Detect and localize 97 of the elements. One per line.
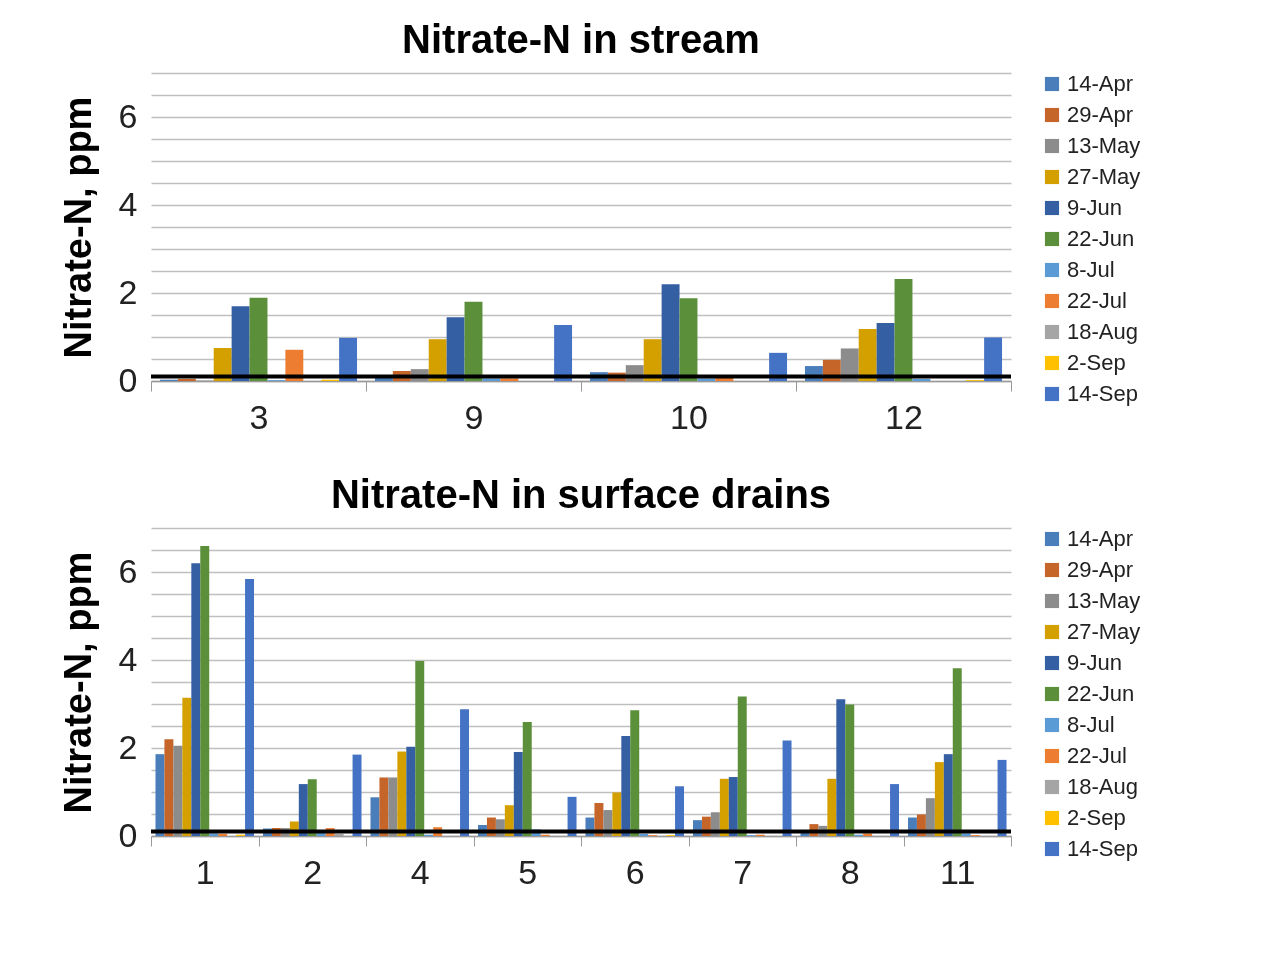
bar <box>621 736 631 836</box>
bar <box>984 337 1003 381</box>
bar <box>177 378 196 381</box>
bar <box>249 297 268 381</box>
bar <box>464 301 483 381</box>
bar <box>173 745 183 836</box>
bar <box>737 696 747 836</box>
x-tick-label: 6 <box>625 852 645 891</box>
y-tick-label: 4 <box>118 184 138 223</box>
x-tick-label: 1 <box>195 852 215 891</box>
bar <box>719 778 729 836</box>
legend-label: 22-Jul <box>1067 743 1127 768</box>
legend-label: 18-Aug <box>1067 319 1138 344</box>
x-tick-label: 12 <box>885 397 923 436</box>
x-tick-label: 2 <box>303 852 323 891</box>
legend-label: 8-Jul <box>1067 712 1115 737</box>
bar <box>218 833 228 836</box>
x-tick-label: 10 <box>670 397 708 436</box>
legend-label: 9-Jun <box>1067 195 1123 220</box>
bar <box>679 298 698 381</box>
x-tick-label: 8 <box>840 852 860 891</box>
bar <box>406 746 416 836</box>
legend-label: 14-Apr <box>1067 71 1134 96</box>
chart-title: Nitrate-N in surface drains <box>330 471 832 516</box>
legend-label: 27-May <box>1067 164 1141 189</box>
bar <box>415 660 425 836</box>
y-tick-label: 2 <box>118 272 138 311</box>
bar <box>997 759 1007 836</box>
bar <box>858 329 877 381</box>
chart-title: Nitrate-N in stream <box>402 16 760 61</box>
bar <box>513 751 523 836</box>
bar <box>836 699 846 836</box>
bar <box>934 762 944 836</box>
bar <box>554 325 573 381</box>
bar <box>388 777 398 836</box>
bar <box>307 779 317 836</box>
legend-label: 9-Jun <box>1067 650 1123 675</box>
y-tick-label: 0 <box>118 815 138 854</box>
bar <box>182 697 192 836</box>
legend-label: 29-Apr <box>1067 102 1134 127</box>
legend-label: 14-Sep <box>1067 381 1138 406</box>
y-tick-label: 6 <box>118 551 138 590</box>
bar <box>200 546 210 836</box>
x-tick-label: 4 <box>410 852 430 891</box>
y-tick-label: 2 <box>118 727 138 766</box>
bar <box>245 579 255 836</box>
bar <box>943 754 953 836</box>
bar <box>912 378 931 381</box>
bar <box>298 784 308 836</box>
legend-label: 22-Jul <box>1067 288 1127 313</box>
bar <box>639 833 649 836</box>
bar <box>952 668 962 836</box>
x-tick-label: 3 <box>249 397 269 436</box>
bar <box>231 306 250 381</box>
y-tick-label: 6 <box>118 96 138 135</box>
legend-label: 8-Jul <box>1067 257 1115 282</box>
x-tick-label: 5 <box>518 852 538 891</box>
x-tick-label: 9 <box>464 397 484 436</box>
y-tick-label: 0 <box>118 360 138 399</box>
legend-label: 13-May <box>1067 133 1141 158</box>
y-axis-title: Nitrate-N, ppm <box>56 551 99 814</box>
bar <box>446 317 465 381</box>
bar <box>894 278 913 381</box>
bar <box>728 777 738 836</box>
bar <box>460 709 470 836</box>
bar <box>630 710 640 836</box>
bar <box>522 722 532 836</box>
bar <box>379 777 389 836</box>
x-tick-label: 11 <box>940 852 976 891</box>
bar <box>612 792 622 836</box>
legend-label: 13-May <box>1067 588 1141 613</box>
legend-label: 2-Sep <box>1067 350 1126 375</box>
bar <box>661 284 680 381</box>
bar <box>164 739 174 836</box>
legend-label: 14-Apr <box>1067 526 1134 551</box>
legend-label: 22-Jun <box>1067 226 1135 251</box>
y-tick-label: 4 <box>118 639 138 678</box>
bar <box>876 322 895 381</box>
bar <box>643 339 662 381</box>
bar <box>675 786 685 836</box>
bar <box>890 784 900 836</box>
legend-label: 14-Sep <box>1067 836 1138 861</box>
bar <box>845 704 855 836</box>
legend-label: 29-Apr <box>1067 557 1134 582</box>
bar <box>155 754 165 836</box>
bar <box>827 778 837 836</box>
legend-label: 22-Jun <box>1067 681 1135 706</box>
bar <box>782 740 792 836</box>
bar <box>397 751 407 836</box>
y-axis-title: Nitrate-N, ppm <box>56 96 99 359</box>
legend-label: 2-Sep <box>1067 805 1126 830</box>
legend-label: 27-May <box>1067 619 1141 644</box>
x-tick-label: 7 <box>733 852 753 891</box>
legend-label: 18-Aug <box>1067 774 1138 799</box>
bar <box>352 754 362 836</box>
bar <box>191 563 201 836</box>
bar <box>567 796 577 836</box>
